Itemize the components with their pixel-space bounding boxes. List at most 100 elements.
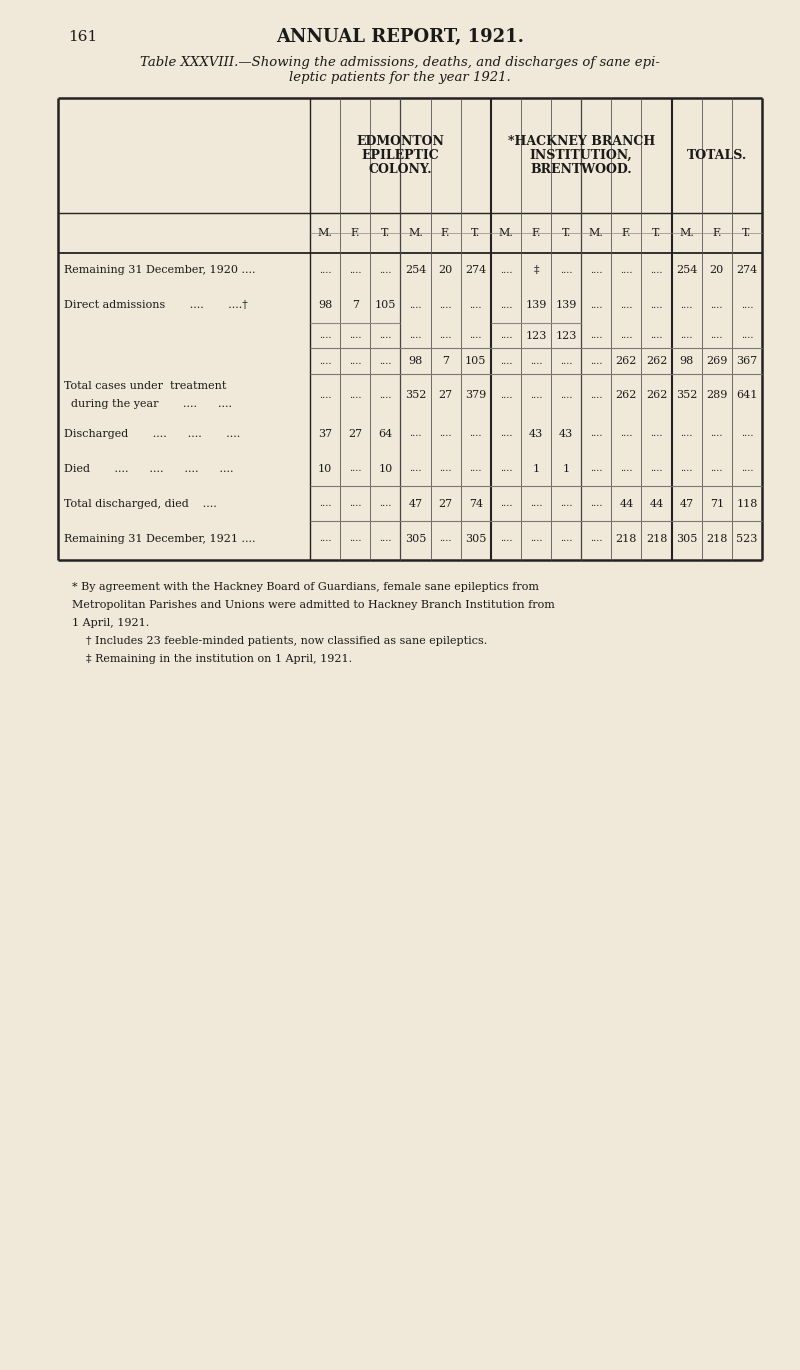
Text: ....: .... bbox=[379, 266, 391, 275]
Text: ....: .... bbox=[710, 301, 723, 310]
Text: TOTALS.: TOTALS. bbox=[686, 149, 747, 162]
Text: ....: .... bbox=[379, 499, 391, 508]
Text: 7: 7 bbox=[352, 300, 358, 311]
Text: ....: .... bbox=[650, 301, 662, 310]
Text: ....: .... bbox=[439, 429, 452, 438]
Text: 98: 98 bbox=[318, 300, 332, 311]
Text: ....: .... bbox=[500, 390, 512, 400]
Text: ....: .... bbox=[590, 390, 602, 400]
Text: during the year       ....      ....: during the year .... .... bbox=[64, 399, 232, 410]
Text: ....: .... bbox=[379, 534, 391, 543]
Text: ....: .... bbox=[500, 266, 512, 275]
Text: ....: .... bbox=[410, 464, 422, 473]
Text: † Includes 23 feeble-minded patients, now classified as sane epileptics.: † Includes 23 feeble-minded patients, no… bbox=[86, 636, 487, 647]
Text: 352: 352 bbox=[676, 390, 698, 400]
Text: 71: 71 bbox=[710, 499, 724, 508]
Text: 262: 262 bbox=[646, 356, 667, 366]
Text: 161: 161 bbox=[68, 30, 98, 44]
Text: ....: .... bbox=[349, 332, 362, 340]
Text: ....: .... bbox=[379, 390, 391, 400]
Text: 1: 1 bbox=[533, 464, 539, 474]
Text: ANNUAL REPORT, 1921.: ANNUAL REPORT, 1921. bbox=[276, 27, 524, 47]
Text: T.: T. bbox=[381, 227, 390, 238]
Text: ‡: ‡ bbox=[533, 266, 539, 275]
Text: 105: 105 bbox=[374, 300, 396, 311]
Text: 1 April, 1921.: 1 April, 1921. bbox=[72, 618, 150, 627]
Text: 274: 274 bbox=[465, 266, 486, 275]
Text: ....: .... bbox=[319, 534, 331, 543]
Text: M.: M. bbox=[408, 227, 423, 238]
Text: BRENTWOOD.: BRENTWOOD. bbox=[530, 163, 632, 175]
Text: ....: .... bbox=[650, 429, 662, 438]
Text: 254: 254 bbox=[676, 266, 698, 275]
Text: 20: 20 bbox=[710, 266, 724, 275]
Text: Metropolitan Parishes and Unions were admitted to Hackney Branch Institution fro: Metropolitan Parishes and Unions were ad… bbox=[72, 600, 555, 610]
Text: ....: .... bbox=[590, 356, 602, 366]
Text: ....: .... bbox=[530, 534, 542, 543]
Text: M.: M. bbox=[498, 227, 514, 238]
Text: 43: 43 bbox=[559, 429, 574, 438]
Text: 37: 37 bbox=[318, 429, 332, 438]
Text: ....: .... bbox=[741, 332, 753, 340]
Text: Remaining 31 December, 1920 ....: Remaining 31 December, 1920 .... bbox=[64, 266, 255, 275]
Text: ....: .... bbox=[741, 301, 753, 310]
Text: M.: M. bbox=[318, 227, 333, 238]
Text: 44: 44 bbox=[650, 499, 664, 508]
Text: 98: 98 bbox=[679, 356, 694, 366]
Text: 289: 289 bbox=[706, 390, 727, 400]
Text: 274: 274 bbox=[736, 266, 758, 275]
Text: ....: .... bbox=[650, 464, 662, 473]
Text: ....: .... bbox=[590, 499, 602, 508]
Text: 305: 305 bbox=[676, 533, 698, 544]
Text: ....: .... bbox=[470, 301, 482, 310]
Text: EDMONTON: EDMONTON bbox=[357, 136, 444, 148]
Text: ....: .... bbox=[349, 390, 362, 400]
Text: 218: 218 bbox=[706, 533, 727, 544]
Text: 27: 27 bbox=[438, 390, 453, 400]
Text: 74: 74 bbox=[469, 499, 482, 508]
Text: leptic patients for the year 1921.: leptic patients for the year 1921. bbox=[289, 70, 511, 84]
Text: 43: 43 bbox=[529, 429, 543, 438]
Text: *HACKNEY BRANCH: *HACKNEY BRANCH bbox=[507, 136, 655, 148]
Text: ....: .... bbox=[500, 356, 512, 366]
Text: 523: 523 bbox=[736, 533, 758, 544]
Text: 379: 379 bbox=[465, 390, 486, 400]
Text: ....: .... bbox=[590, 464, 602, 473]
Text: ....: .... bbox=[439, 464, 452, 473]
Text: ....: .... bbox=[590, 301, 602, 310]
Text: ....: .... bbox=[349, 464, 362, 473]
Text: ....: .... bbox=[319, 266, 331, 275]
Text: ....: .... bbox=[439, 301, 452, 310]
Text: ....: .... bbox=[590, 534, 602, 543]
Text: Remaining 31 December, 1921 ....: Remaining 31 December, 1921 .... bbox=[64, 533, 255, 544]
Text: ....: .... bbox=[500, 429, 512, 438]
Text: COLONY.: COLONY. bbox=[369, 163, 432, 175]
Text: ....: .... bbox=[530, 356, 542, 366]
Text: ....: .... bbox=[349, 499, 362, 508]
Text: ....: .... bbox=[500, 499, 512, 508]
Text: ....: .... bbox=[560, 390, 572, 400]
Text: ....: .... bbox=[379, 356, 391, 366]
Text: ....: .... bbox=[681, 301, 693, 310]
Text: ....: .... bbox=[410, 332, 422, 340]
Text: ....: .... bbox=[741, 464, 753, 473]
Text: ....: .... bbox=[500, 301, 512, 310]
Text: ....: .... bbox=[500, 534, 512, 543]
Text: 218: 218 bbox=[616, 533, 637, 544]
Text: 254: 254 bbox=[405, 266, 426, 275]
Text: ....: .... bbox=[590, 332, 602, 340]
Text: ....: .... bbox=[319, 356, 331, 366]
Text: 262: 262 bbox=[616, 356, 637, 366]
Text: ....: .... bbox=[560, 266, 572, 275]
Text: Discharged       ....      ....       ....: Discharged .... .... .... bbox=[64, 429, 240, 438]
Text: ....: .... bbox=[500, 332, 512, 340]
Text: 98: 98 bbox=[408, 356, 422, 366]
Text: 44: 44 bbox=[619, 499, 634, 508]
Text: ....: .... bbox=[410, 301, 422, 310]
Text: F.: F. bbox=[622, 227, 631, 238]
Text: ‡ Remaining in the institution on 1 April, 1921.: ‡ Remaining in the institution on 1 Apri… bbox=[86, 653, 352, 664]
Text: Table XXXVIII.—Showing the admissions, deaths, and discharges of sane epi-: Table XXXVIII.—Showing the admissions, d… bbox=[140, 56, 660, 68]
Text: Total cases under  treatment: Total cases under treatment bbox=[64, 381, 226, 392]
Text: F.: F. bbox=[531, 227, 541, 238]
Text: ....: .... bbox=[620, 266, 633, 275]
